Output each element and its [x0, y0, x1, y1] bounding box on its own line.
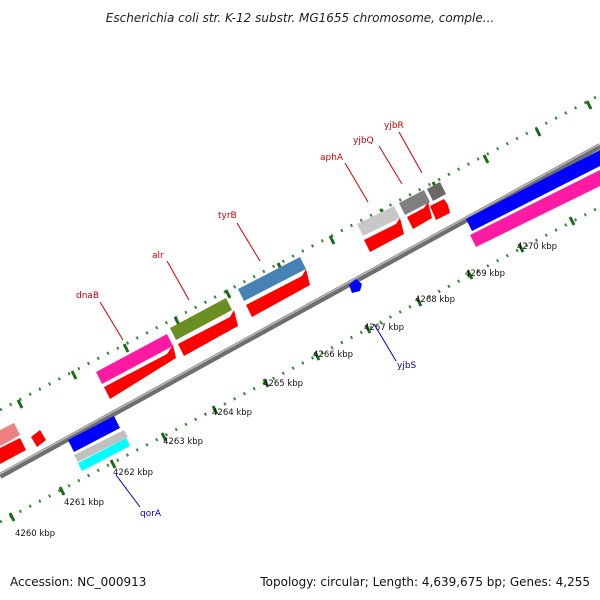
map-title: Escherichia coli str. K-12 substr. MG165…	[105, 11, 495, 25]
cds-arrow-tyrB[interactable]	[246, 269, 310, 317]
gene-bar-gray-reverse[interactable]	[74, 430, 128, 462]
label-yjbR[interactable]: yjbR	[384, 121, 404, 131]
label-yjbS[interactable]: yjbS	[397, 361, 417, 371]
gene-bar-dnaB[interactable]	[96, 334, 173, 384]
reverse-labels: qorA yjbS	[115, 323, 417, 519]
ruler-label-4269: 4269 kbp	[465, 269, 505, 279]
ruler-label-4268: 4268 kbp	[415, 295, 455, 305]
cds-arrow-dnaB[interactable]	[104, 345, 176, 399]
cds-arrow-yjbQ[interactable]	[407, 202, 432, 229]
label-aphA[interactable]: aphA	[320, 153, 344, 163]
label-qorA[interactable]: qorA	[140, 509, 162, 519]
ruler-label-4260: 4260 kbp	[15, 529, 55, 539]
gene-bar-cyan-reverse[interactable]	[78, 438, 130, 471]
accession-text: Accession: NC_000913	[10, 575, 147, 589]
forward-cds-track	[0, 199, 450, 464]
ruler-label-4262: 4262 kbp	[113, 468, 153, 478]
chromosome-backbone	[0, 143, 600, 479]
cds-arrow-aphA[interactable]	[364, 218, 404, 252]
gene-bar-yjbR[interactable]	[427, 182, 446, 201]
gene-bar-qorA[interactable]	[68, 416, 120, 452]
ruler-label-4266: 4266 kbp	[313, 350, 353, 360]
upper-major-ticks	[16, 100, 593, 409]
gene-bar-yjbS[interactable]	[349, 279, 362, 293]
gene-bar-alr[interactable]	[170, 298, 232, 340]
ruler-label-4265: 4265 kbp	[263, 379, 303, 389]
gene-bar-blue-right[interactable]	[466, 150, 600, 231]
label-alr[interactable]: alr	[152, 251, 164, 261]
ruler-label-4263: 4263 kbp	[163, 437, 203, 447]
label-dnaB[interactable]: dnaB	[76, 291, 99, 301]
gene-bar-pink-right[interactable]	[470, 170, 600, 247]
reverse-gene-track	[68, 279, 362, 471]
cds-arrow-left-1[interactable]	[0, 438, 26, 464]
forward-gene-track	[0, 150, 600, 446]
gene-bar-aphA[interactable]	[357, 206, 400, 236]
summary-text: Topology: circular; Length: 4,639,675 bp…	[260, 575, 590, 589]
cds-arrow-alr[interactable]	[178, 310, 238, 356]
gene-bar-partial-left[interactable]	[0, 423, 20, 446]
gene-bar-tyrB[interactable]	[238, 257, 306, 301]
label-tyrB[interactable]: tyrB	[218, 211, 237, 221]
cds-arrow-left-2[interactable]	[31, 430, 46, 447]
gene-bar-yjbQ[interactable]	[399, 190, 430, 215]
upper-tick-track	[0, 93, 600, 412]
ruler-label-4261: 4261 kbp	[64, 498, 104, 508]
ruler-label-4267: 4267 kbp	[364, 323, 404, 333]
forward-labels: dnaB alr tyrB aphA yjbQ yjbR	[76, 121, 423, 341]
ruler-label-4264: 4264 kbp	[212, 408, 252, 418]
lower-major-ticks	[8, 216, 576, 522]
cds-arrow-yjbR[interactable]	[430, 199, 450, 220]
label-yjbQ[interactable]: yjbQ	[353, 136, 374, 146]
lower-tick-track	[0, 205, 600, 524]
ruler-label-4270: 4270 kbp	[517, 242, 557, 252]
